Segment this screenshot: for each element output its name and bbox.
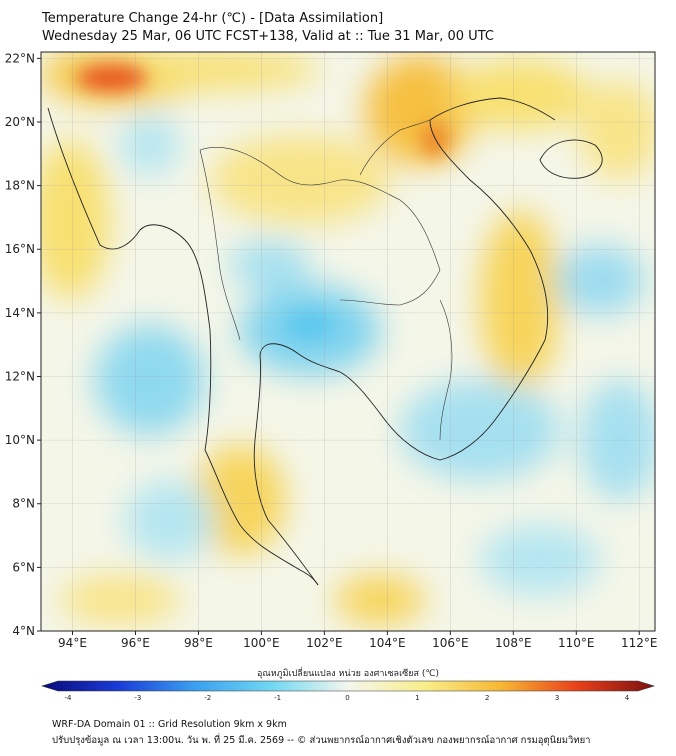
lon-tick-label: 104°E: [369, 636, 406, 650]
border-thailand-laos: [339, 269, 441, 306]
border-thailand-north: [199, 147, 441, 271]
warm-area-west: [41, 140, 110, 300]
colorbar-tick-label: 4: [625, 694, 630, 700]
warm-area-east: [580, 80, 655, 180]
coastline-peninsula: [204, 449, 319, 586]
lat-tick-label: 22°N: [5, 51, 35, 65]
colorbar-tick-label: -2: [204, 694, 211, 700]
cool-area-andaman: [95, 325, 205, 435]
temperature-field: [41, 52, 655, 631]
colorbar-label: อุณหภูมิเปลี่ยนแปลง หน่วย องศาเซลเซียส (…: [257, 666, 439, 679]
footer-model-info: WRF-DA Domain 01 :: Grid Resolution 9km …: [52, 719, 287, 730]
border-thailand-myanmar: [199, 149, 241, 341]
temperature-map: 94°E 96°E 98°E 100°E 102°E 104°E 106°E 108°E 110…: [5, 51, 658, 700]
lat-tick-label: 10°N: [5, 433, 35, 447]
lat-tick-label: 18°N: [5, 179, 35, 193]
lon-tick-label: 112°E: [621, 636, 658, 650]
lon-tick-label: 100°E: [243, 636, 280, 650]
cool-area-northeast: [230, 240, 310, 290]
cool-area-myanmar: [120, 115, 180, 175]
lat-tick-label: 14°N: [5, 306, 35, 320]
colorbar-tick-label: 1: [415, 694, 419, 700]
colorbar-tick-label: -3: [134, 694, 141, 700]
longitude-ticks: 94°E 96°E 98°E 100°E 102°E 104°E 106°E 108°E 110…: [58, 631, 658, 650]
cool-spot-bangkok: [285, 311, 335, 339]
coastline-gulf-thailand: [253, 343, 341, 586]
map-title: Temperature Change 24-hr (℃) - [Data Ass…: [42, 11, 384, 26]
colorbar-tick-label: 2: [485, 694, 489, 700]
warm-area-peninsula: [195, 445, 285, 555]
lat-tick-label: 6°N: [12, 560, 35, 574]
warm-area-central-vietnam: [480, 210, 560, 390]
cool-area-scs: [555, 245, 645, 315]
cool-area-east-sea: [580, 380, 655, 500]
coastline-myanmar-west: [47, 107, 212, 451]
coastline-cambodia-vietnam: [339, 119, 549, 461]
lat-tick-label: 4°N: [12, 624, 35, 638]
map-subtitle: Wednesday 25 Mar, 06 UTC FCST+138, Valid…: [42, 29, 494, 44]
hot-spot-north: [77, 64, 147, 92]
lat-tick-label: 12°N: [5, 369, 35, 383]
lat-tick-label: 8°N: [12, 497, 35, 511]
cool-area-south-vietnam: [400, 380, 560, 480]
colorbar-tick-label: -1: [274, 694, 281, 700]
footer-credit: ปรับปรุงข้อมูล ณ เวลา 13:00น. วัน พ. ที่…: [52, 735, 591, 746]
lon-tick-label: 98°E: [184, 636, 213, 650]
cool-area-southeast: [480, 525, 600, 595]
colorbar-ticks: -4 -3 -2 -1 0 1 2 3 4: [65, 694, 630, 700]
warm-area-south: [335, 575, 425, 625]
map-frame: [40, 51, 656, 632]
country-borders: [199, 119, 453, 441]
lon-tick-label: 108°E: [495, 636, 532, 650]
warm-area-southwest: [60, 575, 180, 625]
warm-area-north-thailand: [210, 135, 390, 225]
border-laos-vietnam: [359, 119, 431, 176]
colorbar: [40, 680, 656, 692]
lon-tick-label: 94°E: [58, 636, 87, 650]
warm-area-gulf-tonkin: [450, 60, 590, 130]
border-cambodia-vietnam: [439, 299, 453, 441]
lon-tick-label: 110°E: [558, 636, 595, 650]
cool-area-west-sea: [125, 480, 215, 560]
coastline-hainan: [539, 139, 603, 179]
latitude-ticks: 22°N 20°N 18°N 16°N 14°N 12°N 10°N 8°N 6°N 4°N: [5, 51, 41, 638]
lon-tick-label: 102°E: [306, 636, 343, 650]
lon-tick-label: 106°E: [432, 636, 469, 650]
lat-tick-label: 20°N: [5, 115, 35, 129]
coastlines: [47, 97, 603, 586]
colorbar-tick-label: 3: [555, 694, 559, 700]
colorbar-tick-label: 0: [345, 694, 349, 700]
coastline-gulf-tonkin: [429, 97, 556, 121]
lat-tick-label: 16°N: [5, 242, 35, 256]
lon-tick-label: 96°E: [121, 636, 150, 650]
gridlines: [41, 52, 655, 631]
colorbar-tick-label: -4: [65, 694, 73, 700]
